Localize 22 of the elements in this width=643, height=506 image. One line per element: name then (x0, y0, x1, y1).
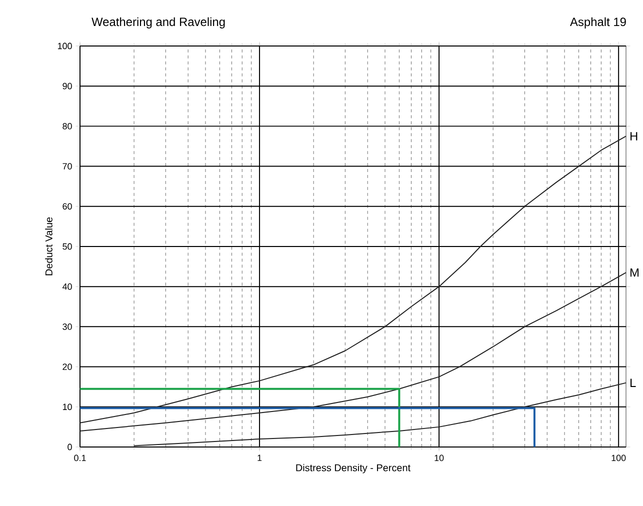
y-tick-label: 70 (62, 163, 72, 170)
chart-subtitle: Asphalt 19 (570, 17, 626, 28)
series-label: L (630, 378, 636, 387)
y-tick-label: 0 (68, 444, 72, 450)
y-tick-label: 60 (62, 203, 72, 210)
y-tick-label: 50 (62, 243, 72, 250)
series-label: M (630, 268, 638, 277)
y-tick-label: 30 (62, 324, 72, 330)
y-tick-label: 80 (62, 123, 72, 130)
x-tick-label: 100 (612, 454, 626, 462)
y-axis-title: Deduct Value (45, 217, 52, 276)
y-tick-label: 100 (58, 42, 72, 50)
y-tick-label: 10 (62, 404, 72, 410)
y-tick-label: 90 (62, 82, 72, 90)
series-label: H (630, 132, 638, 140)
x-tick-label: 1 (258, 454, 262, 461)
y-tick-label: 20 (62, 364, 72, 370)
x-tick-label: 0.1 (74, 454, 86, 462)
x-tick-label: 10 (434, 454, 444, 462)
x-axis-title: Distress Density - Percent (296, 464, 410, 474)
chart-title: Weathering and Raveling (92, 17, 225, 28)
y-tick-label: 40 (62, 283, 72, 290)
